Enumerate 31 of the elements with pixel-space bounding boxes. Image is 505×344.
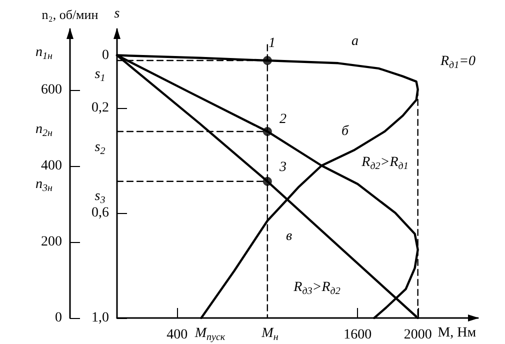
- annotation: 2: [280, 112, 286, 127]
- y-tick-label: 0,2: [92, 100, 109, 116]
- annotation: 1: [268, 36, 276, 51]
- y-tick-label: 0: [102, 48, 109, 63]
- x-tick-label: 400: [166, 328, 188, 342]
- text: s$_{1}$: [94, 67, 106, 84]
- text: n$_{1н}$: [36, 45, 52, 62]
- annotation: в: [286, 229, 292, 244]
- annotation: б: [341, 124, 349, 139]
- annotation: R$_{д2}$>R$_{д1}$: [362, 155, 408, 172]
- text: s$_{2}$: [94, 140, 106, 157]
- y2-tick-label: 400: [41, 158, 62, 174]
- text: s$_{3}$: [94, 189, 106, 206]
- annotation: R$_{д3}$>R$_{д2}$: [294, 280, 340, 297]
- annotation: 3: [280, 160, 286, 175]
- y2-tick-label: 200: [41, 234, 62, 250]
- text: n$_{2н}$: [36, 122, 52, 139]
- y2-tick-label: 0: [55, 310, 62, 326]
- x-tick-label: 1600: [344, 328, 372, 342]
- x-tick-label: 2000: [404, 328, 432, 342]
- text: n$_{3н}$: [36, 177, 52, 194]
- y2-axis-title: n₂, об/мин: [42, 7, 98, 22]
- annotation: R$_{д1}$=0: [440, 54, 476, 71]
- y-tick-label: 1,0: [92, 310, 109, 326]
- y2-tick-label: 600: [41, 82, 62, 98]
- text: M$_{н}$: [262, 326, 278, 343]
- x-axis-title: M, Нм: [438, 326, 476, 340]
- y-axis-title: s: [114, 6, 120, 22]
- annotation: а: [352, 34, 358, 49]
- text: M$_{пуск}$: [194, 326, 226, 343]
- y-tick-label: 0,6: [92, 205, 109, 220]
